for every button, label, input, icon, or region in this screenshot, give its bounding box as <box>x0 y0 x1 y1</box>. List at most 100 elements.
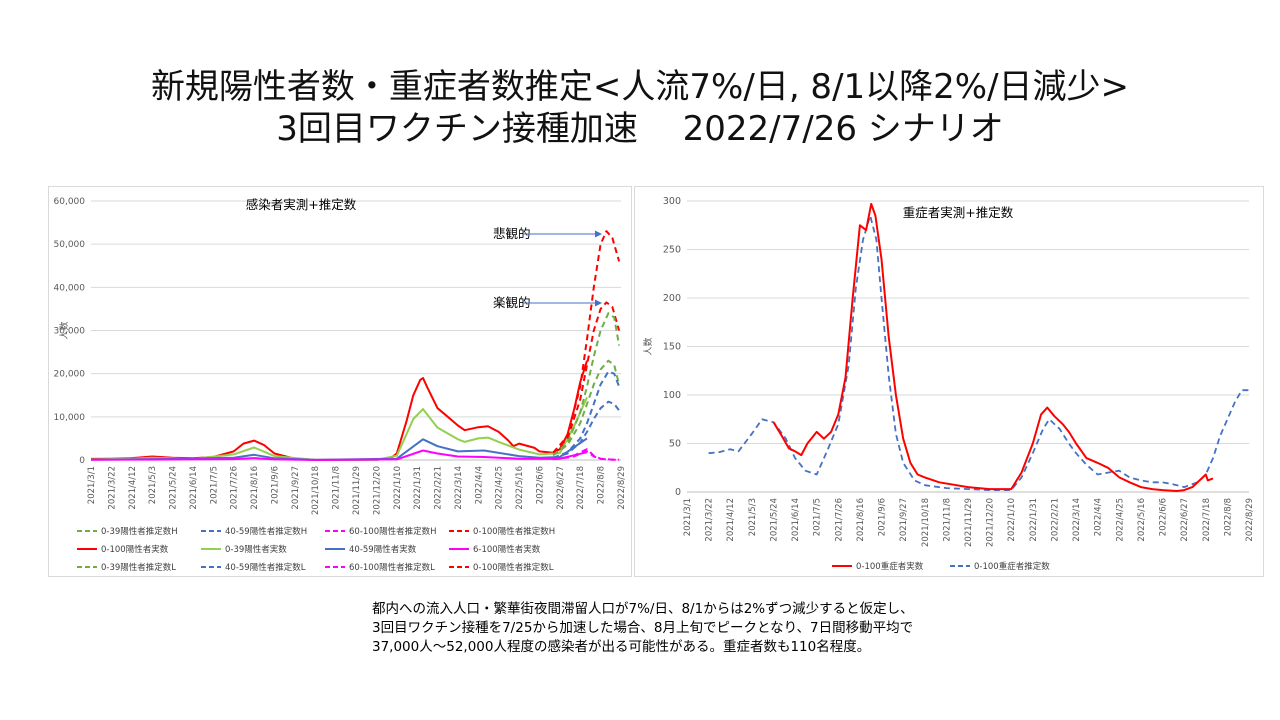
series-line-7 <box>552 359 621 457</box>
series-line-1 <box>772 202 1214 492</box>
series-line-3 <box>90 449 588 461</box>
y-tick-label: 0 <box>79 456 85 466</box>
x-tick-label: 2021/6/14 <box>189 466 199 510</box>
chart-title: 感染者実測+推定数 <box>246 197 357 212</box>
x-tick-label: 2021/8/16 <box>250 466 260 510</box>
x-tick-label: 2022/6/27 <box>556 466 566 510</box>
x-tick-label: 2021/5/3 <box>748 498 758 536</box>
x-tick-label: 2022/4/4 <box>474 466 484 504</box>
x-tick-label: 2021/9/6 <box>270 466 280 504</box>
series-line-5 <box>552 301 621 454</box>
x-tick-label: 2021/7/26 <box>834 498 844 542</box>
y-tick-label: 0 <box>675 487 681 498</box>
x-tick-label: 2022/8/8 <box>1223 498 1233 536</box>
x-tick-label: 2021/7/5 <box>209 466 219 504</box>
annotation-label: 楽観的 <box>493 295 531 310</box>
y-tick-label: 10,000 <box>54 413 86 423</box>
legend-label: 60-100陽性者推定数L <box>349 562 435 573</box>
x-tick-label: 2022/4/25 <box>495 466 505 510</box>
x-tick-label: 2021/11/8 <box>332 466 342 510</box>
x-tick-label: 2022/2/21 <box>1050 498 1060 542</box>
y-tick-label: 20,000 <box>54 370 86 380</box>
title-line-1: 新規陽性者数・重症者数推定<人流7%/日, 8/1以降2%/日減少> <box>150 67 1130 107</box>
title-line-2: 3回目ワクチン接種加速 2022/7/26 シナリオ <box>276 109 1004 149</box>
legend-label: 0-100重症者実数 <box>856 561 924 572</box>
x-tick-label: 2022/7/18 <box>576 466 586 510</box>
series-line-6 <box>552 312 621 457</box>
series-line-11 <box>552 450 620 461</box>
x-tick-label: 2021/3/22 <box>705 498 715 542</box>
x-tick-label: 2022/4/4 <box>1094 498 1104 536</box>
x-tick-label: 2022/6/6 <box>1159 498 1169 536</box>
legend-label: 0-39陽性者推定数L <box>101 562 176 573</box>
x-tick-label: 2022/1/31 <box>1029 498 1039 542</box>
x-tick-label: 2022/6/27 <box>1180 498 1190 542</box>
x-tick-label: 2021/10/18 <box>921 498 931 547</box>
x-tick-label: 2021/11/29 <box>352 466 362 515</box>
x-tick-label: 2022/4/25 <box>1115 498 1125 542</box>
series-line-0 <box>90 360 588 461</box>
x-tick-label: 2022/1/10 <box>393 466 403 510</box>
severe-chart-panel: 0 50 100 150 200 250 300 2021/3/1 2021/3/22 2021/… <box>634 186 1264 577</box>
x-tick-label: 2022/7/18 <box>1202 498 1212 542</box>
x-tick-label: 2021/6/14 <box>791 498 801 542</box>
legend-label: 60-100陽性者推定数H <box>349 526 437 537</box>
caption-line-2: 3回目ワクチン接種を7/25から加速した場合、8月上旬でピークとなり、7日間移動… <box>372 620 914 636</box>
x-tick-label: 2021/5/3 <box>148 466 158 504</box>
x-tick-label: 2021/9/27 <box>291 466 301 510</box>
infection-chart: 0 10,000 20,000 30,000 40,000 50,000 60,000 202… <box>54 197 628 573</box>
x-tick-label: 2021/5/24 <box>769 498 779 542</box>
chart-title: 重症者実測+推定数 <box>903 205 1014 220</box>
x-tick-label: 2021/9/27 <box>899 498 909 542</box>
slide-title: 新規陽性者数・重症者数推定<人流7%/日, 8/1以降2%/日減少> 3回目ワク… <box>0 66 1280 150</box>
legend-label: 0-100重症者推定数 <box>974 561 1050 572</box>
x-tick-label: 2021/5/24 <box>169 466 179 510</box>
x-tick-label: 2021/3/1 <box>87 466 97 504</box>
x-tick-label: 2022/8/8 <box>597 466 607 504</box>
y-tick-label: 300 <box>663 196 681 207</box>
series-line-1 <box>90 396 588 461</box>
y-axis-label: 人数 <box>58 321 70 339</box>
x-tick-label: 2022/6/6 <box>535 466 545 504</box>
caption-line-1: 都内への流入人口・繁華街夜間滞留人口が7%/日、8/1からは2%ずつ減少すると仮… <box>372 601 914 617</box>
x-tick-label: 2022/2/21 <box>434 466 444 510</box>
x-tick-label: 2021/10/18 <box>311 466 321 515</box>
x-tick-label: 2022/3/14 <box>1072 498 1082 542</box>
legend-label: 40-59陽性者推定数L <box>225 562 306 573</box>
x-tick-label: 2021/3/22 <box>107 466 117 510</box>
x-tick-label: 2022/1/10 <box>1007 498 1017 542</box>
y-tick-label: 50 <box>669 439 681 450</box>
legend-label: 0-100陽性者推定数L <box>473 562 554 573</box>
x-tick-label: 2022/3/14 <box>454 466 464 510</box>
infection-chart-panel: 0 10,000 20,000 30,000 40,000 50,000 60,000 202… <box>48 186 632 577</box>
x-tick-label: 2021/4/12 <box>726 498 736 542</box>
x-tick-label: 2022/5/16 <box>1137 498 1147 542</box>
x-tick-label: 2021/12/20 <box>986 498 996 547</box>
series-line-9 <box>552 400 620 459</box>
annotation-label: 悲観的 <box>493 226 531 241</box>
legend-label: 0-39陽性者実数 <box>225 544 287 555</box>
legend-label: 40-59陽性者実数 <box>349 544 417 555</box>
legend-label: 40-59陽性者推定数H <box>225 526 307 537</box>
legend-label: 0-100陽性者実数 <box>101 544 169 555</box>
x-tick-label: 2022/5/16 <box>515 466 525 510</box>
y-tick-label: 150 <box>663 342 681 353</box>
x-tick-label: 2021/3/1 <box>683 498 693 536</box>
series-line-2 <box>90 437 588 461</box>
x-tick-label: 2021/9/6 <box>878 498 888 536</box>
caption: 都内への流入人口・繁華街夜間滞留人口が7%/日、8/1からは2%ずつ減少すると仮… <box>372 600 914 657</box>
y-tick-label: 40,000 <box>54 283 86 293</box>
series-line-0 <box>708 214 1249 492</box>
x-tick-label: 2021/7/5 <box>813 498 823 536</box>
x-tick-label: 2021/7/26 <box>230 466 240 510</box>
series-line-4 <box>552 230 621 454</box>
caption-line-3: 37,000人～52,000人程度の感染者が出る可能性がある。重症者数も110名… <box>372 639 871 655</box>
legend-label: 0-100陽性者推定数H <box>473 526 555 537</box>
x-tick-label: 2021/11/29 <box>964 498 974 547</box>
y-tick-label: 60,000 <box>54 197 86 207</box>
x-tick-label: 2021/8/16 <box>856 498 866 542</box>
x-tick-label: 2021/11/8 <box>942 498 952 542</box>
y-tick-label: 200 <box>663 293 681 304</box>
y-tick-label: 30,000 <box>54 327 86 337</box>
y-tick-label: 100 <box>663 390 681 401</box>
